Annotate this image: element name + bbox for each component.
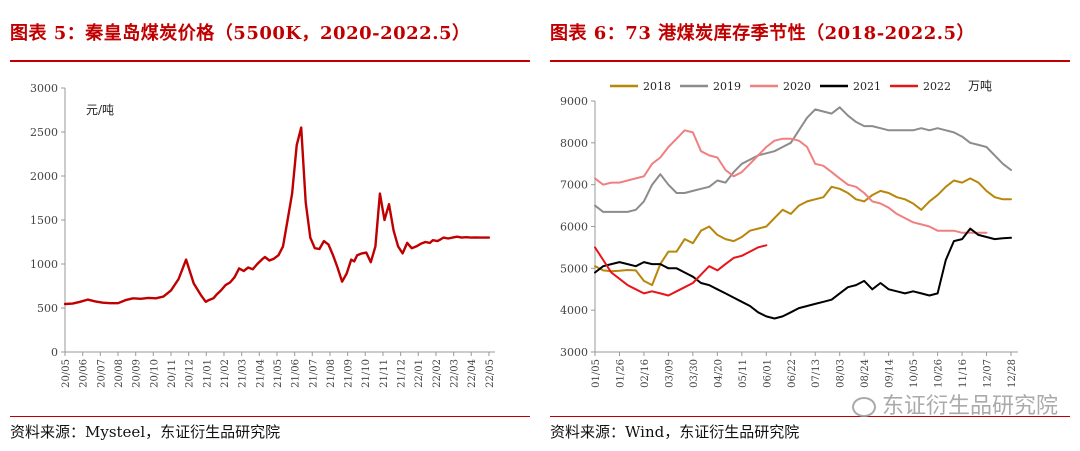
source-rule (550, 416, 1070, 417)
x-tick-label: 06/01 (762, 359, 773, 388)
series-line-秦皇岛5500K (63, 126, 491, 306)
y-tick-label: 2000 (30, 170, 58, 183)
x-tick-label: 11/16 (958, 359, 969, 388)
x-tick-label: 21/02 (220, 359, 231, 388)
x-tick-label: 21/04 (255, 359, 266, 388)
series-line-2021 (594, 227, 1012, 320)
x-tick-label: 01/26 (615, 359, 626, 388)
source-rule (10, 416, 530, 417)
watermark-text: 东证衍生品研究院 (881, 394, 1058, 419)
y-tick-label: 8000 (560, 137, 588, 150)
price-chart-svg: 0 500 1000 1500 2000 2500 3000 20/05 20/06 20/07 2… (30, 82, 496, 388)
y-tick-label: 2500 (30, 126, 58, 139)
x-tick-label: 20/10 (149, 359, 160, 388)
source-note: 资料来源：Mysteel，东证衍生品研究院 (10, 423, 281, 441)
x-tick-label: 22/02 (432, 359, 443, 388)
x-tick-label: 05/11 (738, 359, 749, 388)
x-tick-label: 12/28 (1007, 359, 1018, 388)
y-tick-label: 1500 (30, 214, 58, 227)
x-tick-label: 20/08 (114, 359, 125, 388)
chart-title: 图表 5：秦皇岛煤炭价格（5500K，2020-2022.5） (10, 23, 471, 44)
legend-label-2020: 2020 (783, 80, 811, 93)
x-tick-label: 22/04 (467, 359, 478, 388)
x-tick-label: 04/20 (713, 359, 724, 388)
wechat-icon (851, 397, 876, 417)
source-note: 资料来源：Wind，东证衍生品研究院 (550, 423, 800, 441)
x-tick-label: 20/11 (167, 359, 178, 388)
y-tick-label: 6000 (560, 221, 588, 234)
unit-label: 元/吨 (86, 103, 114, 117)
x-tick-label: 08/03 (836, 359, 847, 388)
x-tick-label: 22/05 (485, 359, 496, 388)
legend-label-2018: 2018 (643, 80, 671, 93)
x-tick-label: 02/16 (640, 359, 651, 388)
series-line-2019 (594, 106, 1012, 213)
series-line-2018 (594, 177, 1012, 287)
chart-title: 图表 6：73 港煤炭库存季节性（2018-2022.5） (550, 23, 976, 44)
y-tick-label: 4000 (560, 304, 588, 317)
y-tick-label: 3000 (560, 346, 588, 359)
x-tick-label: 21/09 (344, 359, 355, 388)
y-tick-label: 5000 (560, 262, 588, 275)
y-tick-label: 3000 (30, 82, 58, 95)
x-tick-label: 09/14 (885, 359, 896, 388)
x-tick-label: 20/05 (61, 359, 72, 388)
legend-label-2019: 2019 (713, 80, 741, 93)
x-tick-label: 21/10 (361, 359, 372, 388)
inventory-chart-svg: 3000 4000 5000 6000 7000 8000 9000 01/05 01/26 02… (560, 79, 1018, 388)
y-tick-label: 1000 (30, 258, 58, 271)
x-tick-label: 03/30 (689, 359, 700, 388)
x-tick-label: 12/07 (983, 359, 994, 388)
x-tick-label: 21/05 (273, 359, 284, 388)
unit-label: 万吨 (968, 79, 992, 93)
watermark: 东证衍生品研究院 (851, 388, 1058, 420)
x-tick-label: 21/12 (397, 359, 408, 388)
x-tick-label: 20/07 (96, 359, 107, 388)
series-line-2022 (594, 244, 768, 297)
x-tick-label: 21/08 (326, 359, 337, 388)
x-tick-label: 21/06 (291, 359, 302, 388)
y-tick-label: 500 (37, 302, 58, 315)
price-chart-panel: 图表 5：秦皇岛煤炭价格（5500K，2020-2022.5） 0 500 1000… (0, 0, 530, 451)
legend-label-2022: 2022 (923, 80, 951, 93)
x-tick-label: 10/26 (934, 359, 945, 388)
x-tick-label: 20/06 (79, 359, 90, 388)
x-tick-label: 08/24 (860, 359, 871, 388)
y-tick-label: 7000 (560, 179, 588, 192)
x-tick-label: 03/09 (664, 359, 675, 388)
x-tick-label: 07/13 (811, 359, 822, 388)
x-tick-label: 22/03 (450, 359, 461, 388)
legend-label-2021: 2021 (853, 80, 881, 93)
x-tick-label: 21/07 (308, 359, 319, 388)
x-tick-label: 21/11 (379, 359, 390, 388)
x-tick-label: 01/05 (591, 359, 602, 388)
series-line-2020 (594, 129, 988, 234)
title-rule (10, 60, 530, 62)
x-tick-label: 21/03 (238, 359, 249, 388)
x-tick-label: 22/01 (414, 359, 425, 388)
y-tick-label: 0 (51, 346, 58, 359)
x-tick-label: 10/05 (909, 359, 920, 388)
x-tick-label: 06/22 (787, 359, 798, 388)
x-tick-label: 20/12 (185, 359, 196, 388)
x-tick-label: 20/09 (132, 359, 143, 388)
title-rule (550, 60, 1070, 62)
y-tick-label: 9000 (560, 95, 588, 108)
inventory-chart-panel: 图表 6：73 港煤炭库存季节性（2018-2022.5） 3000 4000 50… (540, 0, 1070, 451)
x-tick-label: 21/01 (202, 359, 213, 388)
